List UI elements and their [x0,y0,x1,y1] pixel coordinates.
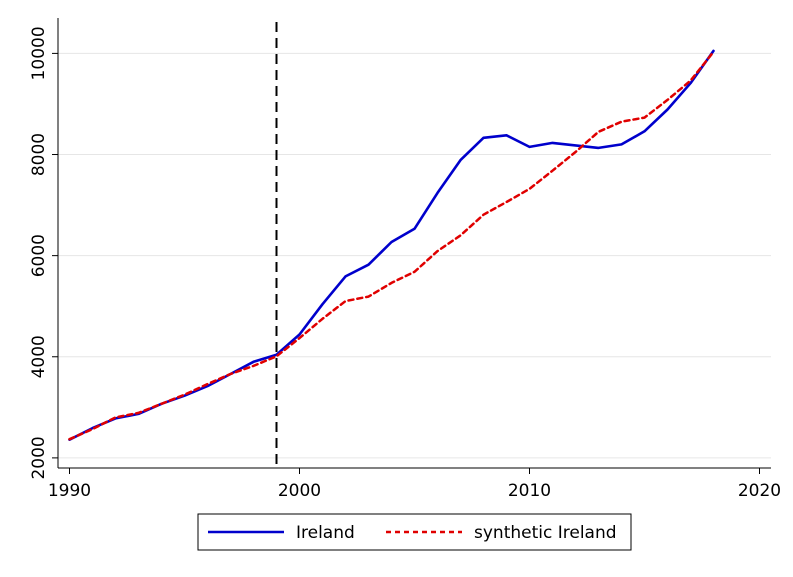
x-tick-label: 1990 [48,481,91,501]
y-tick-label: 6000 [29,234,49,277]
y-tick-label: 2000 [29,436,49,479]
legend-label: synthetic Ireland [474,523,617,543]
gridlines [58,52,771,459]
y-tick-label: 8000 [29,133,49,176]
y-tick-label: 4000 [29,335,49,378]
x-tick-label: 2000 [278,481,321,501]
y-tick-label: 10000 [29,26,49,80]
series-line-synthetic-ireland [68,50,715,441]
legend-label: Ireland [296,523,355,543]
series-line-ireland [68,49,715,442]
series-lines [68,49,715,442]
legend: Ireland synthetic Ireland [197,513,632,551]
x-tick-label: 2010 [508,481,551,501]
x-tick-label: 2020 [738,481,781,501]
